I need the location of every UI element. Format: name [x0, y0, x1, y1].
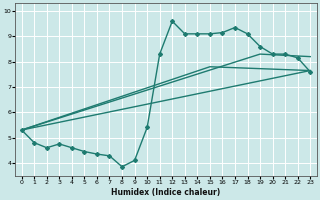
X-axis label: Humidex (Indice chaleur): Humidex (Indice chaleur) — [111, 188, 220, 197]
